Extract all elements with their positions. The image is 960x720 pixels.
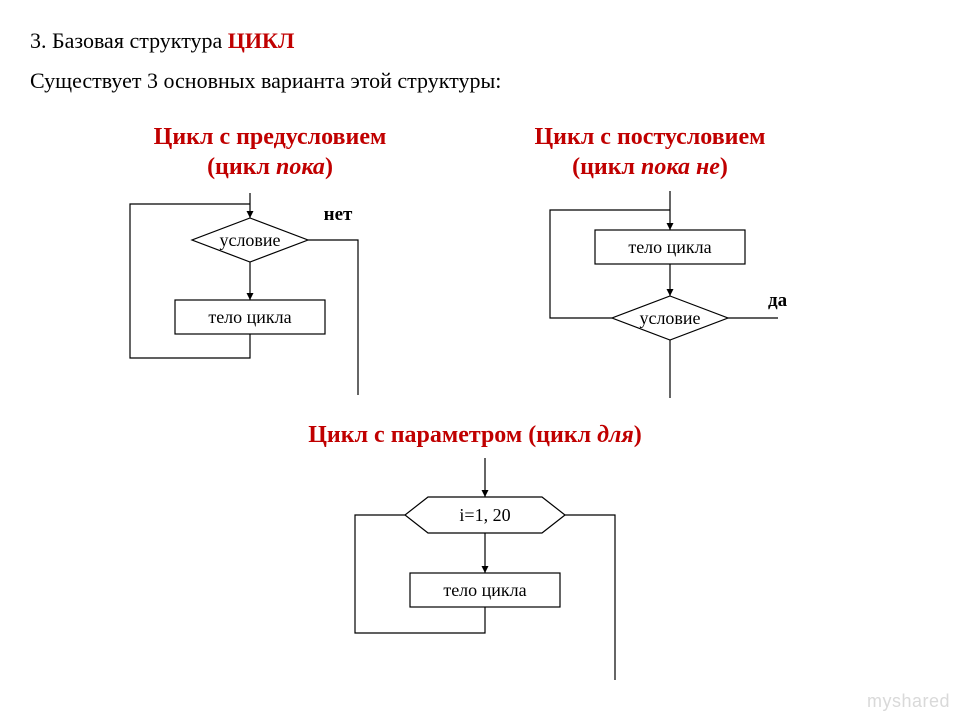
loop3-title-c: ) — [634, 422, 642, 448]
loop2-title-line1: Цикл с постусловием — [535, 124, 766, 150]
loop2-condition-text: условие — [639, 308, 700, 328]
loop2-title: Цикл с постусловием (цикл пока не) — [490, 122, 810, 182]
heading: 3. Базовая структура ЦИКЛ — [30, 28, 294, 54]
loop2-title-line2a: (цикл — [572, 154, 641, 180]
loop1-title: Цикл с предусловием (цикл пока) — [115, 122, 425, 182]
loop3-param-text: i=1, 20 — [459, 505, 510, 525]
loop1-title-line2a: (цикл — [207, 154, 276, 180]
loop3-body-text: тело цикла — [443, 580, 526, 600]
loop1-diagram: условие тело цикла нет — [90, 190, 390, 410]
loop1-no-label: нет — [324, 204, 353, 225]
loop2-title-line2b: пока не — [641, 154, 720, 180]
loop3-exit-line — [565, 515, 615, 680]
loop1-body-text: тело цикла — [208, 307, 291, 327]
loop2-title-line2c: ) — [720, 154, 728, 180]
loop3-title-a: Цикл с параметром (цикл — [308, 422, 597, 448]
loop2-diagram: тело цикла условие да — [500, 188, 840, 418]
loop1-title-line2b: пока — [276, 154, 325, 180]
loop3-title-b: для — [597, 422, 634, 448]
loop1-title-line1: Цикл с предусловием — [154, 124, 387, 150]
heading-prefix: 3. Базовая структура — [30, 28, 228, 53]
loop2-body-text: тело цикла — [628, 237, 711, 257]
heading-red: ЦИКЛ — [228, 28, 295, 53]
subheading: Существует 3 основных варианта этой стру… — [30, 68, 501, 94]
loop3-diagram: i=1, 20 тело цикла — [300, 455, 660, 695]
loop2-yes-label: да — [768, 290, 788, 311]
loop1-title-line2c: ) — [325, 154, 333, 180]
watermark: myshared — [867, 691, 950, 712]
loop3-title: Цикл с параметром (цикл для) — [240, 420, 710, 450]
loop1-condition-text: условие — [219, 230, 280, 250]
